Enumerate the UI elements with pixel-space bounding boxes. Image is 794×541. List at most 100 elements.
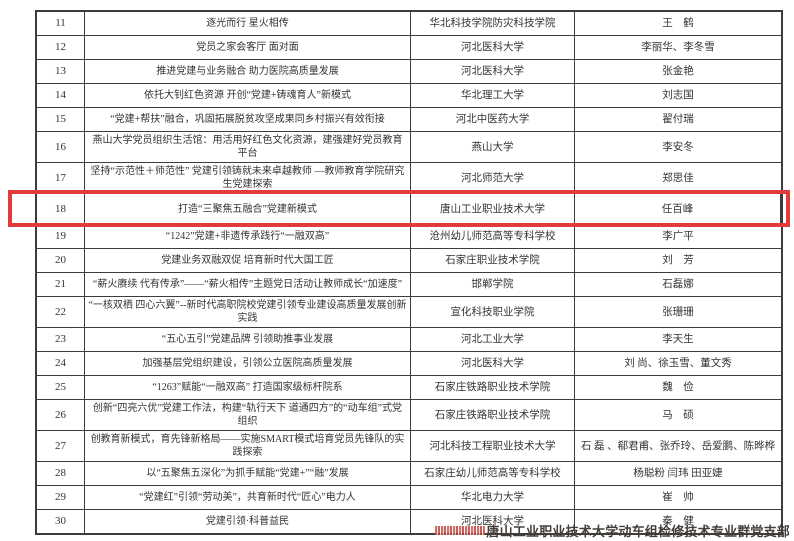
row-names: 李广平 [662,231,694,242]
row-names: 张珊珊 [662,306,694,318]
table-row: 22 “一核双栖 四心六翼”--新时代高职院校党建引领专业建设高质量发展创新实践… [37,297,781,328]
row-names: 杨聪粉 闫玮 田亚婕 [633,468,723,479]
table-row: 15 “党建+帮扶”融合，巩固拓展脱贫攻坚成果同乡村振兴有效衔接 河北中医药大学… [37,108,781,132]
row-names: 任百峰 [575,194,781,224]
row-names: 李丽华、李冬雪 [641,42,715,53]
table-row: 24 加强基层党组织建设，引领公立医院高质量发展 河北医科大学 刘 尚、徐玉雪、… [37,352,781,376]
row-institution: 石家庄职业技术学院 [411,249,575,272]
row-number: 17 [37,163,85,193]
row-number: 30 [37,510,85,533]
row-names: 石 磊 、郗君甫、张乔玲、岳爱鹏、陈晔桦 [580,440,776,452]
row-title: 加强基层党组织建设，引领公立医院高质量发展 [85,352,411,375]
table-row: 27 创教育新模式，育先锋新格局——实施SMART模式培育党员先锋队的实践探索 … [37,431,781,462]
seal-mark [435,526,486,535]
row-institution: 邯郸学院 [411,273,575,296]
row-institution: 燕山大学 [411,132,575,162]
row-names: 王 鹤 [662,18,694,29]
table-row: 30 党建引领·科普益民 河北医科大学 秦 健 [37,510,781,533]
table-row: 17 坚持“示范性＋师范性” 党建引领铸就未来卓越教师 —教师教育学院研究生党建… [37,163,781,194]
table-row: 28 以“五聚焦五深化”为抓手赋能“党建+”“融”发展 石家庄幼儿师范高等专科学… [37,462,781,486]
row-institution: 华北理工大学 [411,84,575,107]
row-names: 李天生 [662,334,694,345]
row-title: 党建业务双融双促 培育新时代大国工匠 [85,249,411,272]
watermark-text: 唐山工业职业技术大学动车组检修技术专业群党支部 [486,524,790,539]
table-row: 18 打造“三聚焦五融合”党建新模式 唐山工业职业技术大学 任百峰 [8,190,790,227]
row-title: 依托大钊红色资源 开创“党建+铸魂育人”新模式 [85,84,411,107]
table-row: 20 党建业务双融双促 培育新时代大国工匠 石家庄职业技术学院 刘 芳 [37,249,781,273]
row-title: 党员之家会客厅 面对面 [85,36,411,59]
row-institution: 石家庄幼儿师范高等专科学校 [411,462,575,485]
row-number: 20 [37,249,85,272]
row-number: 13 [37,60,85,83]
row-names: 郑思佳 [662,172,694,184]
table-row: 13 推进党建与业务融合 助力医院高质量发展 河北医科大学 张金艳 [37,60,781,84]
row-title: 打造“三聚焦五融合”党建新模式 [85,194,411,224]
row-institution: 河北师范大学 [411,163,575,193]
row-title: 以“五聚焦五深化”为抓手赋能“党建+”“融”发展 [85,462,411,485]
row-title: “1263”赋能“一融双高” 打造国家级标杆院系 [85,376,411,399]
table-row: 14 依托大钊红色资源 开创“党建+铸魂育人”新模式 华北理工大学 刘志国 [37,84,781,108]
row-number: 12 [37,36,85,59]
row-names: 刘 芳 [662,255,694,266]
table-body: 11 逐光而行 星火相传 华北科技学院防灾科技学院 王 鹤 12 党员之家会客厅… [8,12,790,533]
row-title: 党建引领·科普益民 [85,510,411,533]
row-title: 逐光而行 星火相传 [85,12,411,35]
row-institution: 河北工业大学 [411,328,575,351]
row-institution: 石家庄铁路职业技术学院 [411,376,575,399]
row-names: 翟付瑞 [662,114,694,125]
row-institution: 河北医科大学 [411,352,575,375]
row-title: 坚持“示范性＋师范性” 党建引领铸就未来卓越教师 —教师教育学院研究生党建探索 [85,163,411,193]
row-title: 推进党建与业务融合 助力医院高质量发展 [85,60,411,83]
row-number: 16 [37,132,85,162]
row-institution: 华北科技学院防灾科技学院 [411,12,575,35]
row-title: “一核双栖 四心六翼”--新时代高职院校党建引领专业建设高质量发展创新实践 [85,297,411,327]
table-row: 26 创新“四亮六优”党建工作法，构建“轨行天下 道通四方”的“动车组”式党组织… [37,400,781,431]
row-title: 创新“四亮六优”党建工作法，构建“轨行天下 道通四方”的“动车组”式党组织 [85,400,411,430]
row-institution: 沧州幼儿师范高等专科学校 [411,225,575,248]
row-number: 15 [37,108,85,131]
row-title: “五心五引”党建品牌 引领助推事业发展 [85,328,411,351]
row-number: 18 [37,194,85,224]
row-number: 27 [37,431,85,461]
row-number: 23 [37,328,85,351]
row-institution: 河北科技工程职业技术大学 [411,431,575,461]
row-institution: 河北中医药大学 [411,108,575,131]
row-names: 刘志国 [662,90,694,101]
row-institution: 石家庄铁路职业技术学院 [411,400,575,430]
row-institution: 宣化科技职业学院 [411,297,575,327]
row-institution: 河北医科大学 [411,510,575,533]
row-names: 刘 尚、徐玉雪、董文秀 [624,358,732,369]
table-row: 11 逐光而行 星火相传 华北科技学院防灾科技学院 王 鹤 [37,12,781,36]
row-names: 秦 健 [662,516,694,527]
row-names: 崔 帅 [662,492,694,503]
row-institution: 唐山工业职业技术大学 [411,194,575,224]
table-row: 23 “五心五引”党建品牌 引领助推事业发展 河北工业大学 李天生 [37,328,781,352]
table-row: 12 党员之家会客厅 面对面 河北医科大学 李丽华、李冬雪 [37,36,781,60]
row-names: 张金艳 [662,66,694,77]
table-row: 29 “党建红”引领“劳动美”，共育新时代“匠心”电力人 华北电力大学 崔 帅 [37,486,781,510]
row-number: 22 [37,297,85,327]
award-list-table: 11 逐光而行 星火相传 华北科技学院防灾科技学院 王 鹤 12 党员之家会客厅… [8,10,790,535]
row-number: 14 [37,84,85,107]
row-institution: 河北医科大学 [411,60,575,83]
table-row: 16 燕山大学党员组织生活馆：用活用好红色文化资源，建强建好党员教育平台 燕山大… [37,132,781,163]
row-names: 李安冬 [662,141,694,153]
row-title: “党建红”引领“劳动美”，共育新时代“匠心”电力人 [85,486,411,509]
row-names: 马 硕 [662,409,694,421]
row-title: “薪火赓续 代有传承”——“薪火相传”主题党日活动让教师成长“加速度” [85,273,411,296]
row-number: 11 [37,12,85,35]
row-number: 25 [37,376,85,399]
row-number: 24 [37,352,85,375]
row-title: 创教育新模式，育先锋新格局——实施SMART模式培育党员先锋队的实践探索 [85,431,411,461]
table-row: 19 “1242”党建+非遗传承践行“一融双高” 沧州幼儿师范高等专科学校 李广… [37,225,781,249]
row-number: 21 [37,273,85,296]
row-title: “党建+帮扶”融合，巩固拓展脱贫攻坚成果同乡村振兴有效衔接 [85,108,411,131]
row-number: 29 [37,486,85,509]
table-row: 25 “1263”赋能“一融双高” 打造国家级标杆院系 石家庄铁路职业技术学院 … [37,376,781,400]
row-names: 石磊娜 [662,279,694,290]
row-institution: 河北医科大学 [411,36,575,59]
row-number: 28 [37,462,85,485]
row-number: 26 [37,400,85,430]
table-row: 21 “薪火赓续 代有传承”——“薪火相传”主题党日活动让教师成长“加速度” 邯… [37,273,781,297]
footer-watermark: 唐山工业职业技术大学动车组检修技术专业群党支部 [435,521,790,540]
